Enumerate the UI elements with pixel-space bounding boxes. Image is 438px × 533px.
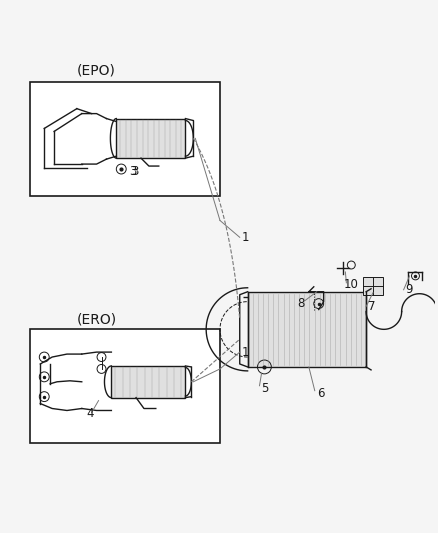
- Text: 3: 3: [131, 165, 138, 177]
- Bar: [363, 277, 383, 295]
- Bar: [247, 292, 366, 367]
- Text: 4: 4: [87, 407, 94, 420]
- Text: (ERO): (ERO): [77, 312, 117, 326]
- Text: 3: 3: [129, 165, 137, 177]
- Text: 6: 6: [317, 387, 324, 400]
- Text: 1: 1: [242, 345, 249, 359]
- Bar: [30, 82, 220, 196]
- Bar: [117, 118, 185, 158]
- Text: (EPO): (EPO): [77, 63, 116, 77]
- Text: 10: 10: [343, 278, 358, 292]
- Text: 1: 1: [242, 231, 249, 244]
- Bar: [30, 329, 220, 443]
- Text: 9: 9: [406, 283, 413, 296]
- Bar: [111, 366, 185, 398]
- Text: 8: 8: [297, 297, 304, 310]
- Text: 7: 7: [368, 300, 375, 313]
- Text: 5: 5: [261, 382, 269, 395]
